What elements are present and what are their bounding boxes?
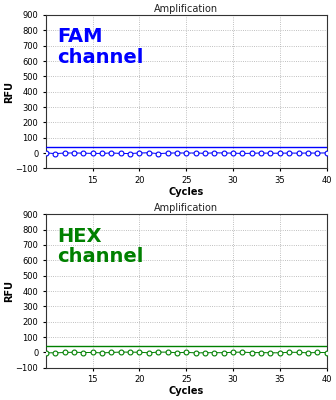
Title: Amplification: Amplification [154,204,218,214]
X-axis label: Cycles: Cycles [169,386,204,396]
Y-axis label: RFU: RFU [4,81,14,103]
X-axis label: Cycles: Cycles [169,186,204,196]
Text: FAM
channel: FAM channel [57,27,143,67]
Text: HEX
channel: HEX channel [57,226,143,266]
Y-axis label: RFU: RFU [4,280,14,302]
Title: Amplification: Amplification [154,4,218,14]
